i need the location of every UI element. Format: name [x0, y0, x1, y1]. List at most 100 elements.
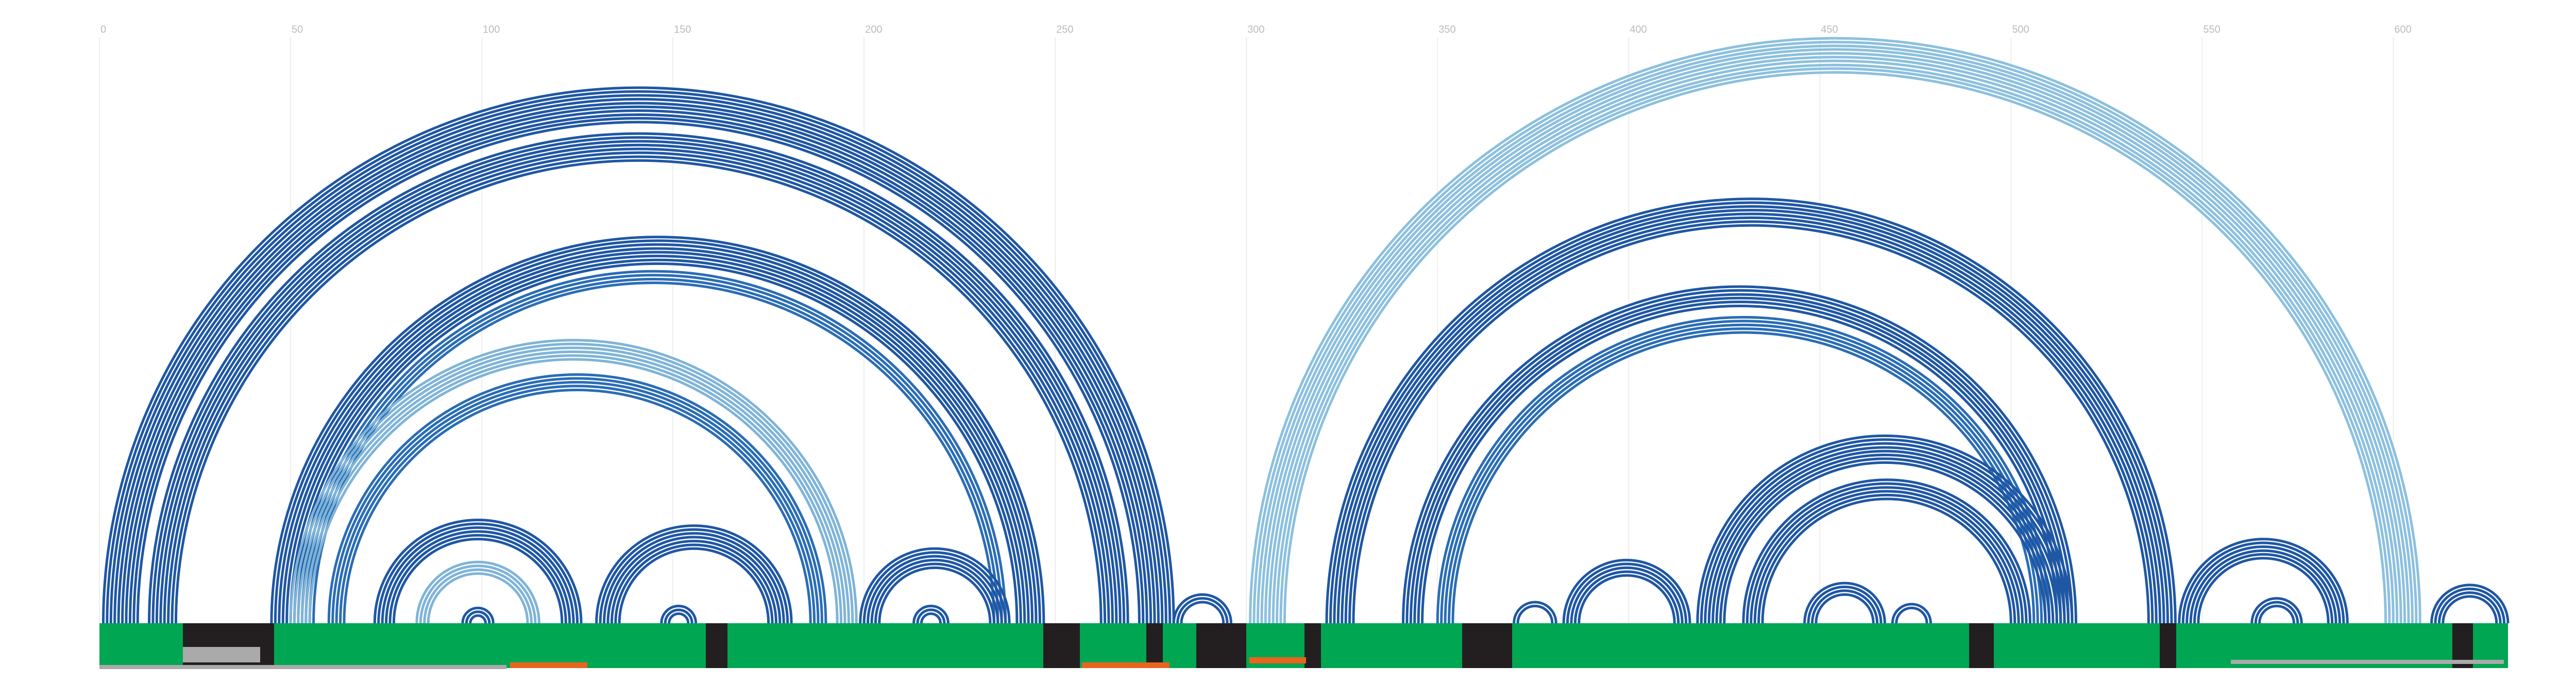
x-tick-label: 450 — [1821, 24, 1838, 35]
base-pair-arc — [606, 536, 782, 624]
base-pair-arc — [1570, 566, 1684, 624]
track-gray — [2231, 660, 2504, 664]
base-pair-arc — [1803, 581, 1886, 624]
base-pair-arc — [1707, 446, 2062, 624]
track-block — [706, 623, 727, 668]
track-block — [1043, 623, 1080, 668]
track-block — [1146, 623, 1163, 668]
base-pair-arc — [614, 544, 774, 624]
base-pair-arc — [343, 388, 812, 624]
base-pair-arc — [1815, 593, 1875, 624]
base-pair-arc — [304, 355, 843, 624]
base-pair-arc — [1757, 494, 2016, 624]
base-pair-arc — [2254, 601, 2299, 624]
base-pair-arc — [1745, 482, 2028, 624]
base-pair-arc — [427, 572, 529, 624]
base-pair-arc — [1755, 491, 2019, 623]
base-pair-arc — [1704, 442, 2066, 624]
base-pair-arc — [293, 259, 1022, 624]
base-pair-arc — [912, 605, 950, 624]
track-orange — [510, 662, 587, 668]
x-tick-label: 50 — [292, 24, 303, 35]
x-tick-label: 400 — [1630, 24, 1647, 35]
base-pair-arc — [2437, 591, 2502, 624]
base-pair-arc — [1409, 293, 2070, 624]
base-pair-arc — [308, 277, 999, 624]
base-pair-arc — [1440, 320, 2047, 624]
base-pair-arc — [920, 612, 942, 624]
base-pair-arc — [1761, 498, 2012, 624]
sequence-track — [99, 623, 2508, 669]
base-pair-arc — [419, 564, 537, 624]
base-pair-arc — [289, 339, 858, 624]
base-pair-arc — [1810, 589, 1879, 624]
base-pair-arc — [155, 140, 1122, 624]
base-pair-arc — [1172, 593, 1233, 624]
base-pair-arc — [1264, 52, 2406, 624]
track-block — [1196, 623, 1246, 668]
base-pair-arc — [870, 559, 999, 624]
base-pair-arc — [274, 239, 1041, 624]
base-pair-arc — [603, 532, 785, 624]
base-pair-arc — [423, 569, 533, 624]
base-pair-arc — [1329, 201, 2173, 624]
base-pair-arc — [159, 144, 1118, 624]
x-tick-label: 550 — [2203, 24, 2220, 35]
base-pair-arc — [1283, 71, 2387, 624]
x-tick-label: 600 — [2394, 24, 2411, 35]
base-pair-arc — [867, 555, 1003, 624]
base-pair-arc — [312, 281, 995, 624]
base-pair-arc — [660, 605, 698, 624]
base-pair-arc — [1180, 601, 1225, 624]
track-block — [1304, 623, 1321, 668]
base-pair-arc — [1249, 37, 2421, 624]
base-pair-arc — [1254, 42, 2416, 623]
base-pair-arc — [1513, 601, 1557, 624]
base-pair-arc — [1333, 205, 2170, 624]
base-pair-arc — [461, 606, 495, 624]
base-pair-arc — [381, 526, 575, 624]
base-pair-arc — [2193, 553, 2334, 624]
base-pair-arc — [1742, 478, 2031, 624]
base-pair-arc — [123, 107, 1155, 623]
base-pair-arc — [1696, 435, 2074, 624]
x-tick-label: 500 — [2012, 24, 2029, 35]
base-pair-arc — [147, 132, 1129, 624]
base-pair-arc — [1895, 607, 1928, 624]
x-tick-label: 250 — [1056, 24, 1073, 35]
base-pair-arc — [331, 377, 823, 624]
base-pair-arc — [1750, 486, 2024, 624]
base-pair-arc — [335, 380, 820, 624]
base-pair-arc — [1573, 570, 1680, 624]
base-pair-arc — [664, 608, 693, 624]
base-pair-arc — [1325, 197, 2177, 624]
base-pair-arc — [916, 608, 946, 624]
base-pair-arc — [469, 614, 487, 624]
base-pair-arc — [415, 561, 540, 624]
base-pair-arc — [1268, 56, 2402, 624]
base-pair-arc — [167, 151, 1110, 624]
base-pair-arc — [1516, 605, 1554, 624]
base-pair-arc — [392, 538, 564, 624]
base-pair-arc — [385, 530, 571, 624]
base-pair-arc — [2434, 588, 2506, 624]
base-pair-arc — [270, 236, 1045, 624]
base-pair-arc — [2189, 550, 2337, 624]
base-pair-arc — [1891, 603, 1932, 624]
base-pair-arc — [465, 610, 491, 624]
base-pair-arc — [1405, 289, 2074, 624]
base-pair-arc — [1276, 63, 2395, 624]
x-tick-label: 350 — [1438, 24, 1455, 35]
base-pair-arc — [163, 147, 1114, 624]
base-pair-arc — [2442, 595, 2498, 624]
base-pair-arc — [1578, 574, 1676, 624]
base-pair-arc — [1417, 301, 2062, 624]
x-tick-label: 0 — [100, 24, 106, 35]
base-pair-arc — [1562, 559, 1691, 624]
base-pair-arc — [293, 342, 854, 624]
base-pair-arc — [388, 534, 567, 624]
base-pair-arc — [2197, 557, 2330, 624]
base-pair-arc — [2185, 546, 2341, 624]
track-block — [1969, 623, 1994, 668]
